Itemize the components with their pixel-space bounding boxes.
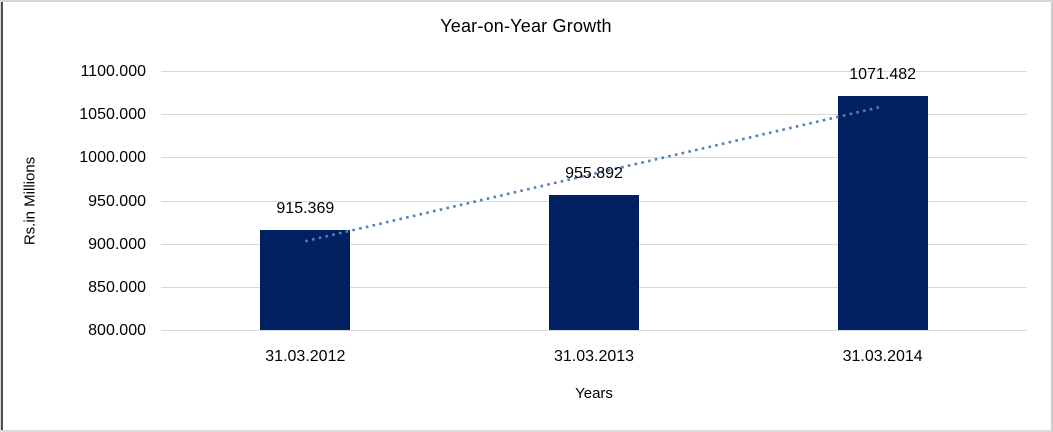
y-tick-label: 850.000 xyxy=(88,278,146,296)
y-tick-label: 1050.000 xyxy=(79,106,146,124)
y-tick-label: 1100.000 xyxy=(80,63,146,80)
y-tick-label: 1000.000 xyxy=(79,149,146,167)
chart-title: Year-on-Year Growth xyxy=(440,16,612,36)
left-border-accent xyxy=(1,2,3,430)
y-tick-label: 900.000 xyxy=(88,235,146,253)
bar-data-label: 915.369 xyxy=(276,200,335,218)
bar xyxy=(837,95,928,330)
bar-data-label: 1071.482 xyxy=(849,65,917,83)
y-tick-label: 950.000 xyxy=(88,192,146,210)
gridline xyxy=(161,330,1027,331)
x-category-label: 31.03.2014 xyxy=(842,348,923,365)
y-tick-label: 800.000 xyxy=(88,322,146,339)
x-axis-title: Years xyxy=(575,385,613,402)
x-category-label: 31.03.2012 xyxy=(265,348,346,365)
bar xyxy=(549,195,639,330)
gridline xyxy=(161,71,1027,72)
bar-data-label: 955.892 xyxy=(565,165,623,183)
bar xyxy=(260,230,351,330)
x-category-label: 31.03.2013 xyxy=(553,348,635,365)
